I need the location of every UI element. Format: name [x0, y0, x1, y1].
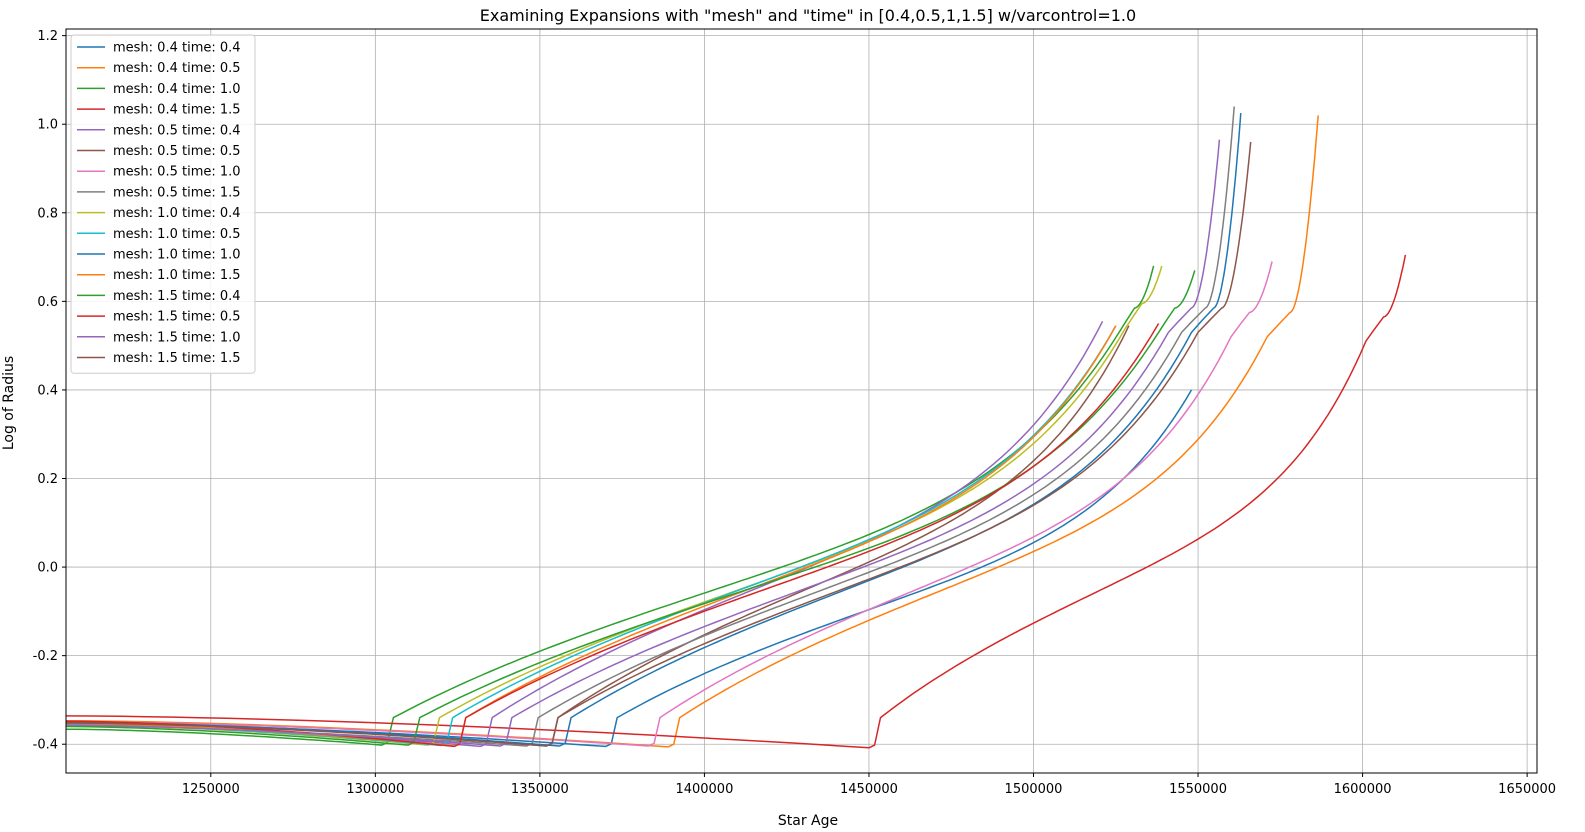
x-tick-label: 1250000	[182, 782, 240, 797]
legend-label: mesh: 0.4 time: 1.0	[113, 82, 241, 97]
y-tick-label: 1.0	[37, 118, 58, 133]
x-tick-label: 1550000	[1169, 782, 1227, 797]
legend-label: mesh: 1.5 time: 1.5	[113, 351, 241, 366]
series-line	[65, 113, 1242, 747]
legend-label: mesh: 1.0 time: 1.5	[113, 268, 241, 283]
x-tick-label: 1650000	[1498, 782, 1556, 797]
series-line	[65, 106, 1235, 747]
legend-label: mesh: 0.5 time: 1.0	[113, 165, 241, 180]
y-tick-label: 0.8	[37, 206, 58, 221]
y-axis-title: Log of Radius	[1, 356, 17, 450]
plot-frame	[65, 28, 1538, 774]
series-line	[65, 141, 1252, 747]
axis-ticks: 1250000 1300000 1350000 1400000 1450000 15000…	[33, 29, 1556, 797]
series-line	[65, 254, 1407, 749]
series-line	[65, 270, 1196, 746]
legend-label: mesh: 0.5 time: 0.4	[113, 123, 241, 138]
series-lines	[65, 106, 1407, 749]
legend-label: mesh: 0.5 time: 1.5	[113, 185, 241, 200]
legend-label: mesh: 0.4 time: 0.5	[113, 61, 241, 76]
y-tick-label: 0.4	[37, 383, 58, 398]
series-line	[66, 265, 1155, 746]
x-tick-label: 1450000	[840, 782, 898, 797]
legend-label: mesh: 1.0 time: 0.5	[113, 227, 241, 242]
y-tick-label: -0.4	[33, 738, 58, 753]
y-tick-label: 0.0	[37, 561, 58, 576]
x-axis-title: Star Age	[778, 813, 838, 829]
y-tick-label: 1.2	[37, 29, 58, 44]
x-tick-label: 1600000	[1334, 782, 1392, 797]
x-tick-label: 1300000	[346, 782, 404, 797]
legend-box	[70, 34, 256, 374]
series-line	[65, 389, 1193, 748]
legend-label: mesh: 1.0 time: 0.4	[113, 206, 241, 221]
legend-label: mesh: 1.5 time: 0.4	[113, 289, 241, 304]
series-line	[65, 325, 1117, 747]
x-tick-label: 1500000	[1005, 782, 1063, 797]
x-tick-label: 1350000	[511, 782, 569, 797]
legend-label: mesh: 1.0 time: 1.0	[113, 248, 241, 263]
chart-title: Examining Expansions with "mesh" and "ti…	[480, 6, 1136, 25]
legend: mesh: 0.4 time: 0.4 mesh: 0.4 time: 0.5 me…	[70, 34, 256, 374]
legend-label: mesh: 0.5 time: 0.5	[113, 144, 241, 159]
legend-label: mesh: 0.4 time: 0.4	[113, 41, 241, 56]
x-tick-label: 1400000	[675, 782, 733, 797]
y-tick-label: 0.6	[37, 295, 58, 310]
legend-label: mesh: 1.5 time: 0.5	[113, 310, 241, 325]
series-line	[65, 325, 1117, 747]
legend-label: mesh: 0.4 time: 1.5	[113, 103, 241, 118]
series-line	[65, 261, 1273, 747]
y-tick-label: 0.2	[37, 472, 58, 487]
legend-label: mesh: 1.5 time: 1.0	[113, 330, 241, 345]
y-tick-label: -0.2	[33, 649, 58, 664]
series-line	[65, 139, 1221, 747]
